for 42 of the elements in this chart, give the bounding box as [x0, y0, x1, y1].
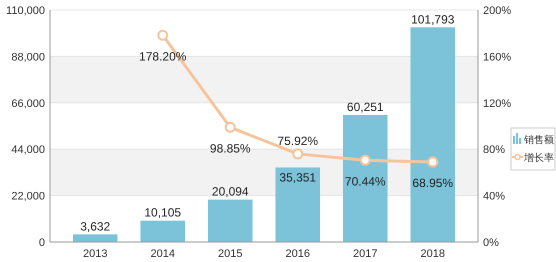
bar: [410, 27, 456, 242]
y2-tick-label: 160%: [483, 51, 512, 64]
point: [360, 154, 371, 166]
data-label: 3,632: [80, 219, 111, 234]
data-label: 178.20%: [139, 49, 187, 64]
y-tick-label: 0: [38, 237, 45, 249]
point: [427, 156, 438, 168]
x-tick-label: 2017: [353, 248, 378, 260]
y-tick-label: 110,000: [6, 5, 45, 17]
point: [292, 148, 304, 160]
y-tick-label: 88,000: [11, 51, 45, 64]
data-label: 20,094: [212, 184, 249, 199]
x-tick-label: 2014: [150, 248, 175, 260]
point: [224, 122, 236, 133]
data-label: 98.85%: [210, 141, 251, 156]
bar: [275, 167, 320, 242]
bar: [342, 114, 388, 242]
y2-tick-label: 120%: [483, 98, 512, 110]
data-label: 101,793: [411, 12, 455, 26]
data-label: 10,105: [144, 206, 182, 220]
data-label: 75.92%: [277, 134, 318, 148]
y-tick-label: 22,000: [11, 190, 45, 203]
data-label: 68.95%: [412, 176, 454, 190]
y2-tick-label: 0%: [483, 237, 500, 249]
data-label: 70.44%: [344, 174, 386, 188]
x-tick-label: 2018: [420, 248, 446, 260]
point: [157, 30, 168, 41]
bar: [72, 234, 118, 242]
x-tick-label: 2016: [286, 248, 310, 260]
bar: [140, 220, 186, 242]
y2-tick-label: 80%: [483, 144, 506, 156]
y-tick-label: 44,000: [11, 144, 45, 156]
y2-tick-label: 200%: [483, 5, 512, 17]
y-tick-label: 66,000: [11, 98, 45, 110]
bar: [208, 200, 253, 242]
data-label: 35,351: [279, 170, 316, 184]
y2-tick-label: 40%: [483, 190, 506, 203]
x-tick-label: 2015: [218, 248, 242, 260]
legend-label: 增长率: [523, 152, 554, 164]
x-tick-label: 2013: [82, 248, 108, 260]
legend-label: 销售额: [523, 134, 554, 146]
data-label: 60,251: [346, 100, 384, 114]
